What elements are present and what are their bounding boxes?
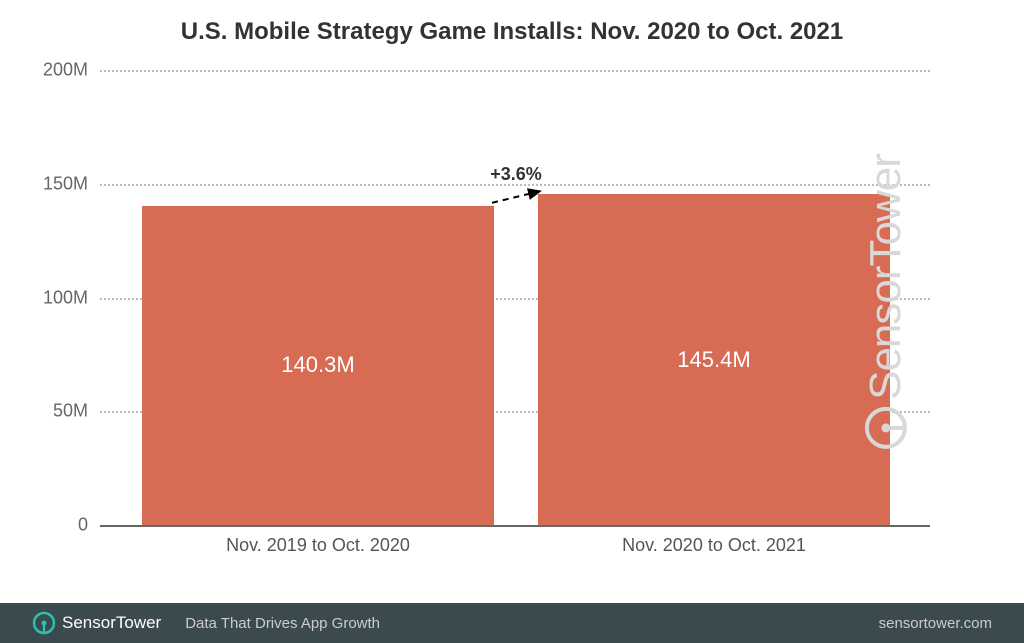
watermark-text: SensorTower bbox=[861, 154, 911, 400]
chart-container: U.S. Mobile Strategy Game Installs: Nov.… bbox=[0, 0, 1024, 603]
chart-title: U.S. Mobile Strategy Game Installs: Nov.… bbox=[0, 18, 1024, 46]
ytick-label: 150M bbox=[8, 173, 88, 194]
ytick-label: 100M bbox=[8, 287, 88, 308]
sensortower-icon bbox=[864, 405, 908, 449]
sensortower-icon bbox=[32, 611, 56, 635]
xtick-label: Nov. 2019 to Oct. 2020 bbox=[142, 535, 494, 556]
axis-baseline bbox=[100, 525, 930, 527]
footer-logo-text: SensorTower bbox=[62, 613, 161, 633]
footer-url: sensortower.com bbox=[879, 615, 992, 632]
growth-arrow bbox=[100, 70, 930, 525]
ytick-label: 50M bbox=[8, 401, 88, 422]
footer-logo: SensorTower bbox=[32, 611, 161, 635]
footer-tagline: Data That Drives App Growth bbox=[185, 615, 380, 632]
watermark: SensorTower bbox=[861, 154, 911, 450]
plot-area: 140.3M145.4M bbox=[100, 70, 930, 525]
footer: SensorTower Data That Drives App Growth … bbox=[0, 603, 1024, 643]
growth-label: +3.6% bbox=[476, 164, 556, 185]
ytick-label: 0 bbox=[8, 515, 88, 536]
ytick-label: 200M bbox=[8, 60, 88, 81]
xtick-label: Nov. 2020 to Oct. 2021 bbox=[538, 535, 890, 556]
